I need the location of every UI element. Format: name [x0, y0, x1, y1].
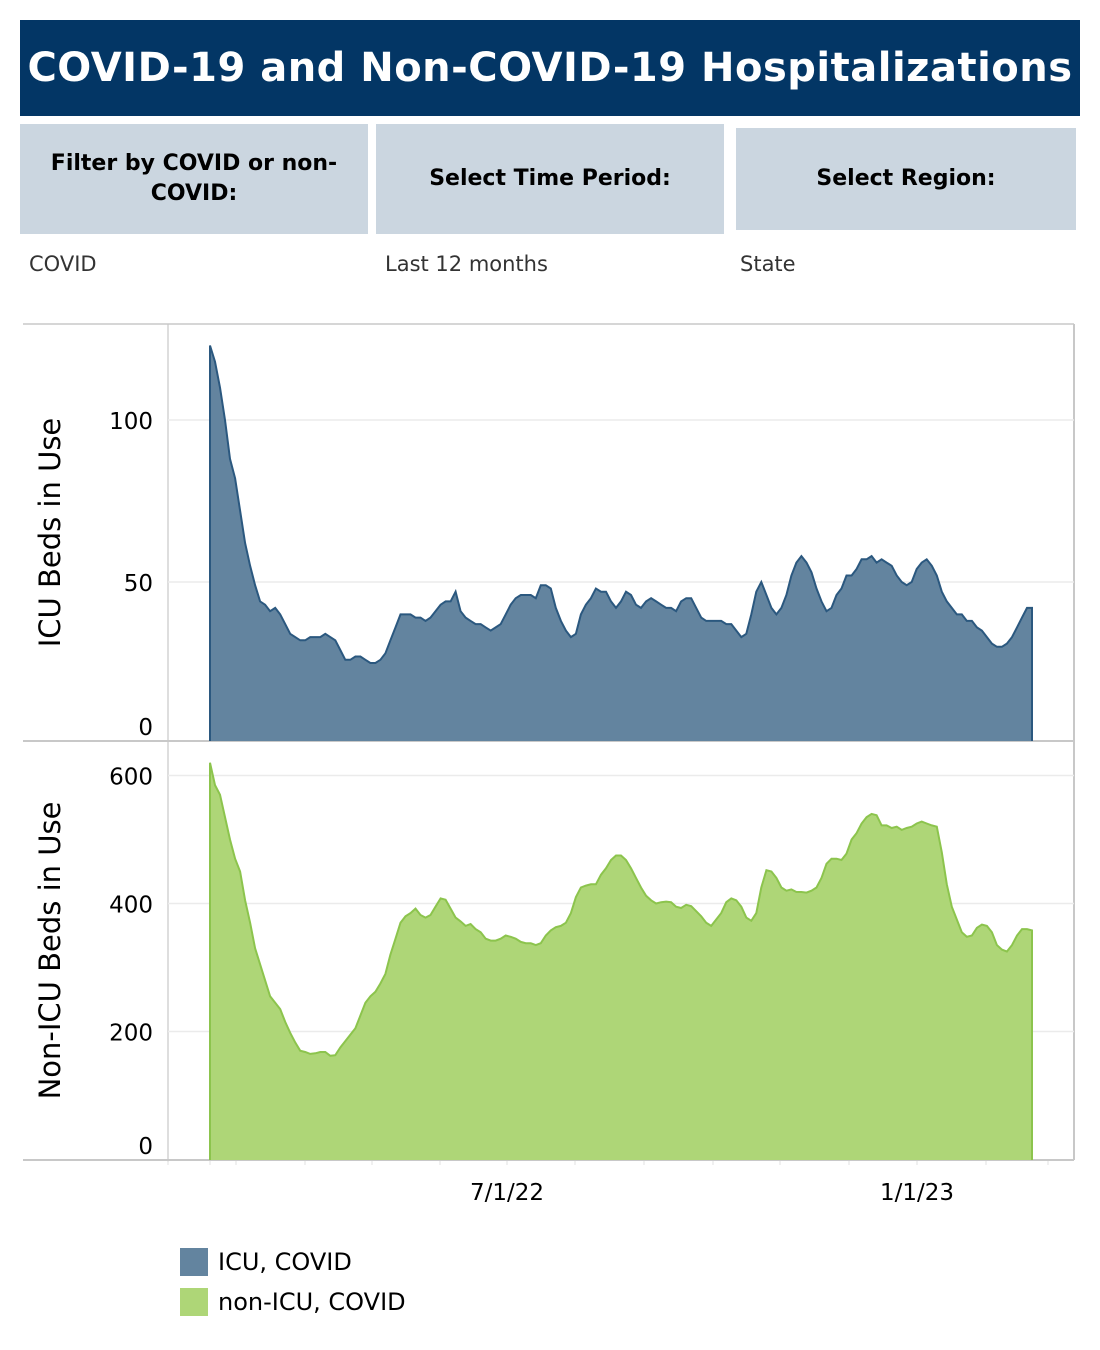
icu-swatch-icon: [180, 1248, 208, 1276]
svg-text:0: 0: [138, 715, 153, 741]
filter-region-label: Select Region:: [736, 128, 1076, 230]
svg-text:1/1/23: 1/1/23: [880, 1180, 954, 1206]
legend-item-nonicu[interactable]: non-ICU, COVID: [180, 1282, 406, 1322]
filter-covid-dropdown[interactable]: COVID: [29, 252, 97, 276]
filter-time-period-label-text: Select Time Period:: [429, 166, 671, 191]
svg-text:0: 0: [138, 1134, 153, 1160]
svg-text:100: 100: [109, 409, 153, 435]
legend-item-icu[interactable]: ICU, COVID: [180, 1242, 406, 1282]
filter-time-period-dropdown[interactable]: Last 12 months: [385, 252, 548, 276]
title-bar: COVID-19 and Non-COVID-19 Hospitalizatio…: [20, 20, 1080, 116]
svg-text:Non-ICU Beds in Use: Non-ICU Beds in Use: [33, 802, 67, 1100]
filter-time-period-label: Select Time Period:: [376, 124, 724, 234]
legend-label-icu: ICU, COVID: [218, 1248, 352, 1276]
page-title: COVID-19 and Non-COVID-19 Hospitalizatio…: [27, 45, 1073, 91]
filter-region-dropdown[interactable]: State: [740, 252, 796, 276]
legend: ICU, COVID non-ICU, COVID: [180, 1242, 406, 1322]
svg-text:600: 600: [109, 765, 153, 791]
svg-text:50: 50: [124, 571, 153, 597]
legend-label-nonicu: non-ICU, COVID: [218, 1288, 406, 1316]
nonicu-swatch-icon: [180, 1288, 208, 1316]
filter-covid-label-text: Filter by COVID or non-COVID:: [50, 151, 338, 206]
svg-text:ICU Beds in Use: ICU Beds in Use: [33, 418, 67, 648]
svg-text:400: 400: [109, 893, 153, 919]
filter-region-label-text: Select Region:: [816, 166, 996, 191]
svg-text:200: 200: [109, 1021, 153, 1047]
axis-labels: 0 50 100 ICU Beds in Use 0 200 400 600 Non-ICU B…: [33, 409, 954, 1206]
svg-text:7/1/22: 7/1/22: [470, 1180, 544, 1206]
filter-covid-label: Filter by COVID or non-COVID:: [20, 124, 368, 234]
chart-areas[interactable]: [209, 345, 1033, 1161]
